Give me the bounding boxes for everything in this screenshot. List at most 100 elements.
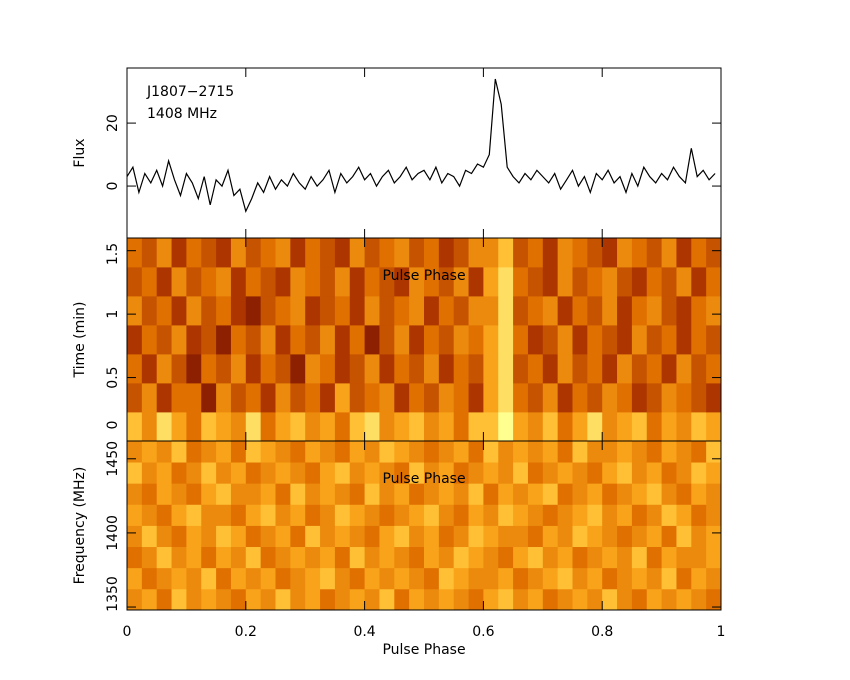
heatmap-cell	[468, 567, 484, 590]
heatmap-cell	[394, 483, 410, 505]
heatmap-cell	[186, 483, 202, 505]
heatmap-cell	[171, 383, 187, 413]
heatmap-cell	[424, 238, 440, 268]
heatmap-cell	[275, 267, 291, 297]
heatmap-cell	[438, 462, 455, 484]
heatmap-cell	[527, 441, 544, 463]
heatmap-cell	[275, 483, 291, 505]
heatmap-cell	[305, 546, 321, 569]
heatmap-cell	[617, 525, 633, 548]
heatmap-cell	[513, 267, 529, 297]
heatmap-cell	[602, 567, 618, 590]
heatmap-cell	[141, 588, 158, 611]
heatmap-cell	[424, 383, 440, 413]
heatmap-cell	[201, 238, 217, 268]
heatmap-cell	[245, 296, 262, 326]
heatmap-cell	[171, 325, 187, 355]
heatmap-cell	[468, 412, 484, 442]
heatmap-cell	[453, 267, 469, 297]
y-tick-label: 1450	[105, 441, 121, 477]
heatmap-cell	[379, 504, 395, 526]
heatmap-cell	[646, 588, 662, 611]
heatmap-cell	[646, 462, 662, 484]
heatmap-cell	[320, 483, 336, 505]
heatmap-cell	[483, 267, 499, 297]
heatmap-cell	[617, 588, 633, 611]
heatmap-cell	[483, 383, 499, 413]
heatmap-cell	[453, 412, 469, 442]
heatmap-cell	[364, 354, 380, 384]
heatmap-cell	[424, 441, 440, 463]
heatmap-cell	[691, 354, 707, 384]
heatmap-cell	[453, 296, 469, 326]
heatmap-cell	[513, 567, 529, 590]
heatmap-cell	[334, 567, 351, 590]
heatmap-cell	[127, 296, 143, 326]
heatmap-cell	[602, 504, 618, 526]
heatmap-cell	[527, 412, 544, 442]
heatmap-cell	[513, 238, 529, 268]
heatmap-cell	[334, 546, 351, 569]
heatmap-cell	[587, 412, 603, 442]
heatmap-cell	[245, 567, 262, 590]
heatmap-cell	[127, 525, 143, 548]
heatmap-cell	[557, 462, 573, 484]
heatmap-cell	[394, 383, 410, 413]
y-axis-label: Frequency (MHz)	[72, 467, 88, 585]
heatmap-cell	[572, 267, 588, 297]
heatmap-cell	[631, 462, 648, 484]
heatmap-cell	[156, 504, 172, 526]
heatmap-cell	[349, 412, 365, 442]
heatmap-cell	[483, 483, 499, 505]
panel-frame	[126, 440, 722, 611]
heatmap-cell	[260, 296, 276, 326]
heatmap-cell	[691, 567, 707, 590]
heatmap-cell	[290, 325, 306, 355]
heatmap-cell	[156, 546, 172, 569]
heatmap-cell	[127, 546, 143, 569]
heatmap-cell	[290, 267, 306, 297]
heatmap-cell	[676, 296, 692, 326]
heatmap-cell	[646, 412, 662, 442]
heatmap-cell	[691, 546, 707, 569]
heatmap-cell	[498, 546, 514, 569]
heatmap-cell	[498, 588, 514, 611]
heatmap-cell	[453, 525, 469, 548]
heatmap-cell	[394, 504, 410, 526]
heatmap-cell	[661, 412, 677, 442]
heatmap-cell	[676, 504, 692, 526]
heatmap-cell	[602, 483, 618, 505]
heatmap-cell	[364, 546, 380, 569]
heatmap-cell	[453, 238, 469, 268]
heatmap-cell	[468, 441, 484, 463]
heatmap-cell	[527, 383, 544, 413]
heatmap-cell	[676, 325, 692, 355]
heatmap-cell	[676, 525, 692, 548]
heatmap-cell	[260, 504, 276, 526]
heatmap-cell	[216, 504, 232, 526]
heatmap-cell	[572, 588, 588, 611]
heatmap-cell	[275, 462, 291, 484]
heatmap-cell	[379, 567, 395, 590]
heatmap-cell	[453, 504, 469, 526]
heatmap-cell	[230, 588, 247, 611]
heatmap-cell	[141, 267, 158, 297]
heatmap-cell	[305, 525, 321, 548]
heatmap-cell	[631, 483, 648, 505]
heatmap-cell	[409, 325, 425, 355]
heatmap-cell	[230, 238, 247, 268]
heatmap-cell	[349, 525, 365, 548]
x-axis-label: Pulse Phase	[382, 642, 465, 658]
heatmap-cell	[320, 383, 336, 413]
heatmap-cell	[141, 296, 158, 326]
heatmap-cell	[438, 546, 455, 569]
heatmap-cell	[320, 525, 336, 548]
heatmap-cell	[156, 462, 172, 484]
heatmap-cell	[587, 325, 603, 355]
heatmap-cell	[587, 588, 603, 611]
heatmap-cell	[468, 525, 484, 548]
heatmap-cell	[453, 383, 469, 413]
heatmap-cell	[349, 267, 365, 297]
heatmap-cell	[631, 296, 648, 326]
heatmap-cell	[305, 412, 321, 442]
